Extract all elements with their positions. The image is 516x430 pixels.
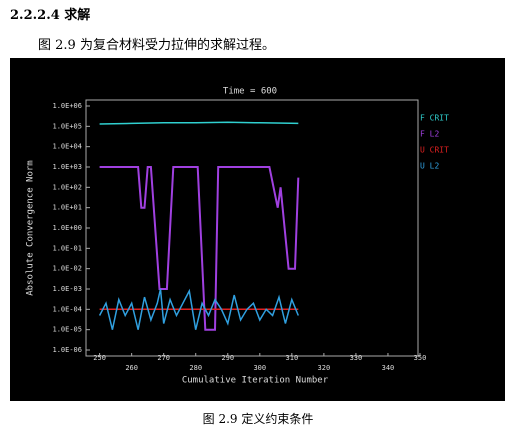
- y-tick-label: 1.0E-04: [52, 305, 82, 313]
- y-tick-label: 1.0E-02: [52, 265, 82, 273]
- legend-label: U CRIT: [420, 146, 449, 155]
- y-tick-label: 1.0E+06: [52, 102, 82, 110]
- x-tick-label: 280: [189, 364, 202, 372]
- y-tick-label: 1.0E-05: [52, 326, 82, 334]
- legend-label: F CRIT: [420, 114, 449, 123]
- intro: 图 2.9 为复合材料受力拉伸的求解过程。: [38, 38, 275, 53]
- y-tick-label: 1.0E-03: [52, 285, 82, 293]
- y-tick-label: 1.0E-06: [52, 346, 82, 354]
- legend-label: F L2: [420, 130, 439, 139]
- series-line: [99, 121, 299, 125]
- x-tick-label: 290: [221, 354, 234, 362]
- y-tick-label: 1.0E+03: [52, 163, 82, 171]
- x-tick-label: 330: [350, 354, 363, 362]
- x-tick-label: 260: [125, 364, 138, 372]
- series-line: [98, 288, 299, 330]
- x-tick-label: 250: [93, 354, 106, 362]
- y-tick-label: 1.0E+04: [52, 143, 82, 151]
- y-tick-label: 1.0E+01: [52, 204, 82, 212]
- series-line: [99, 166, 300, 331]
- y-tick-label: 1.0E-01: [52, 244, 82, 252]
- heading: 2.2.2.4 求解: [10, 8, 91, 23]
- x-tick-label: 270: [157, 354, 170, 362]
- caption: 图 2.9 定义约束条件: [202, 412, 314, 426]
- y-axis-label: Absolute Convergence Norm: [26, 160, 36, 295]
- chart-title: Time = 600: [223, 87, 277, 97]
- figure: Time = 600 Cumulative Iteration Number A…: [10, 58, 505, 401]
- chart: Time = 600 Cumulative Iteration Number A…: [26, 87, 450, 386]
- legend-label: U L2: [420, 162, 439, 171]
- y-tick-label: 1.0E+05: [52, 122, 82, 130]
- x-tick-label: 340: [382, 364, 395, 372]
- x-axis-label: Cumulative Iteration Number: [182, 376, 329, 386]
- y-tick-label: 1.0E+00: [52, 224, 82, 232]
- x-tick-label: 300: [253, 364, 266, 372]
- x-tick-label: 310: [286, 354, 299, 362]
- y-tick-label: 1.0E+02: [52, 183, 82, 191]
- x-tick-label: 350: [414, 354, 427, 362]
- x-tick-label: 320: [318, 364, 331, 372]
